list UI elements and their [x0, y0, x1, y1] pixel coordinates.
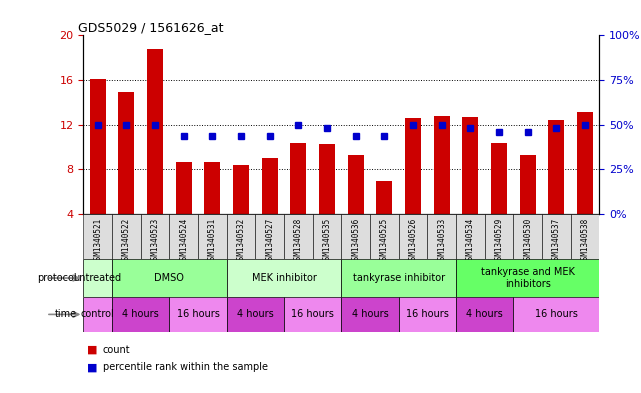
Bar [233, 165, 249, 214]
Text: GSM1340522: GSM1340522 [122, 218, 131, 264]
Bar [399, 297, 456, 332]
Text: GSM1340523: GSM1340523 [151, 218, 160, 264]
Bar [284, 214, 313, 259]
Text: count: count [103, 345, 130, 355]
Bar [513, 214, 542, 259]
Text: 16 hours: 16 hours [406, 309, 449, 320]
Bar [399, 214, 428, 259]
Bar [198, 214, 227, 259]
Bar [112, 259, 227, 297]
Bar [262, 158, 278, 214]
Text: 4 hours: 4 hours [466, 309, 503, 320]
Text: DMSO: DMSO [154, 273, 184, 283]
Text: GSM1340538: GSM1340538 [581, 218, 590, 264]
Bar [112, 214, 140, 259]
Bar [341, 214, 370, 259]
Bar [491, 143, 507, 214]
Bar [513, 297, 599, 332]
Text: protocol: protocol [37, 273, 77, 283]
Bar [90, 79, 106, 214]
Bar [405, 118, 421, 214]
Bar [83, 259, 112, 297]
Bar [147, 49, 163, 214]
Text: GSM1340525: GSM1340525 [380, 218, 389, 264]
Bar [119, 92, 134, 214]
Text: 16 hours: 16 hours [176, 309, 219, 320]
Bar [112, 297, 169, 332]
Text: GSM1340531: GSM1340531 [208, 218, 217, 264]
Bar [520, 155, 535, 214]
Bar [570, 214, 599, 259]
Bar [549, 120, 564, 214]
Bar [456, 214, 485, 259]
Bar [313, 214, 341, 259]
Text: GSM1340521: GSM1340521 [93, 218, 102, 264]
Text: GSM1340526: GSM1340526 [408, 218, 417, 264]
Bar [140, 214, 169, 259]
Bar [542, 214, 570, 259]
Bar [83, 297, 112, 332]
Bar [428, 214, 456, 259]
Bar [376, 181, 392, 214]
Text: control: control [81, 309, 115, 320]
Bar [370, 214, 399, 259]
Bar [485, 214, 513, 259]
Text: GSM1340524: GSM1340524 [179, 218, 188, 264]
Bar [434, 116, 449, 214]
Text: ■: ■ [87, 345, 97, 355]
Bar [169, 297, 227, 332]
Bar [341, 259, 456, 297]
Bar [169, 214, 198, 259]
Text: 4 hours: 4 hours [352, 309, 388, 320]
Bar [456, 297, 513, 332]
Text: percentile rank within the sample: percentile rank within the sample [103, 362, 267, 373]
Text: GSM1340535: GSM1340535 [322, 218, 331, 264]
Bar [319, 144, 335, 214]
Bar [204, 162, 221, 214]
Text: 16 hours: 16 hours [291, 309, 334, 320]
Text: GSM1340528: GSM1340528 [294, 218, 303, 264]
Bar [284, 297, 342, 332]
Text: GSM1340533: GSM1340533 [437, 218, 446, 264]
Text: GSM1340527: GSM1340527 [265, 218, 274, 264]
Text: time: time [54, 309, 77, 320]
Text: GDS5029 / 1561626_at: GDS5029 / 1561626_at [78, 21, 224, 34]
Text: 4 hours: 4 hours [237, 309, 274, 320]
Text: MEK inhibitor: MEK inhibitor [251, 273, 317, 283]
Text: untreated: untreated [74, 273, 122, 283]
Text: tankyrase and MEK
inhibitors: tankyrase and MEK inhibitors [481, 267, 574, 289]
Text: GSM1340530: GSM1340530 [523, 218, 532, 264]
Text: GSM1340532: GSM1340532 [237, 218, 246, 264]
Text: GSM1340534: GSM1340534 [466, 218, 475, 264]
Bar [462, 117, 478, 214]
Bar [456, 259, 599, 297]
Text: tankyrase inhibitor: tankyrase inhibitor [353, 273, 445, 283]
Bar [341, 297, 399, 332]
Bar [227, 214, 255, 259]
Text: ■: ■ [87, 362, 97, 373]
Bar [255, 214, 284, 259]
Text: 16 hours: 16 hours [535, 309, 578, 320]
Bar [577, 112, 593, 214]
Bar [176, 162, 192, 214]
Bar [290, 143, 306, 214]
Text: GSM1340529: GSM1340529 [494, 218, 503, 264]
Bar [348, 155, 363, 214]
Bar [227, 259, 341, 297]
Bar [83, 214, 112, 259]
Bar [227, 297, 284, 332]
Text: GSM1340536: GSM1340536 [351, 218, 360, 264]
Text: GSM1340537: GSM1340537 [552, 218, 561, 264]
Text: 4 hours: 4 hours [122, 309, 159, 320]
